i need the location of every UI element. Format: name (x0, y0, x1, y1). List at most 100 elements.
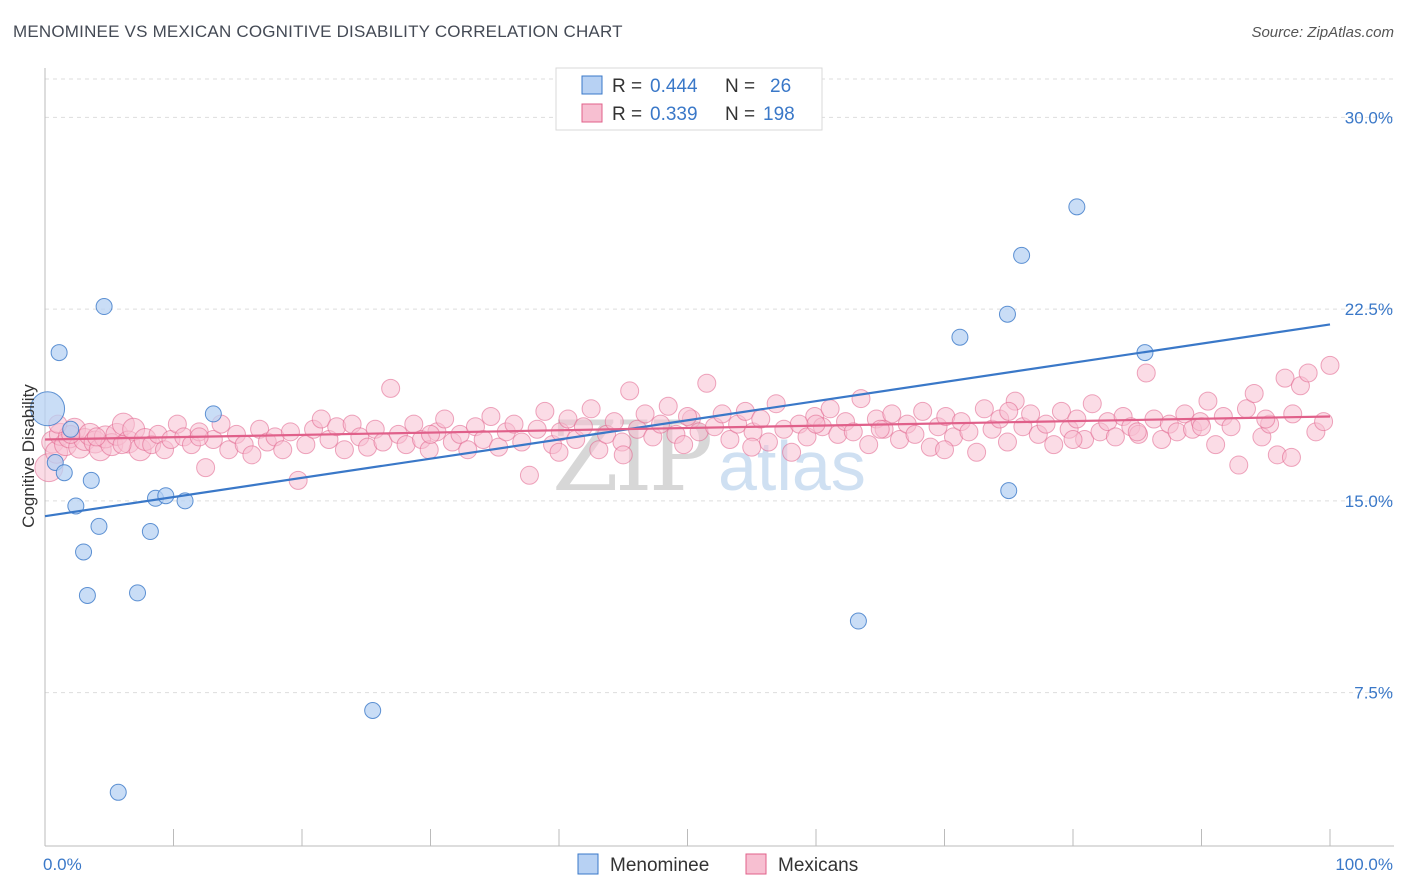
legend-n-value-1: 26 (770, 76, 791, 97)
mexicans-point (604, 412, 624, 432)
mexicans-point (421, 424, 440, 444)
mexicans-point (1036, 414, 1056, 434)
legend-n-label-2: N = (725, 104, 755, 125)
mexicans-point (1283, 404, 1303, 424)
x-tick-label: 0.0% (43, 855, 82, 874)
mexicans-point (1256, 409, 1276, 429)
mexicans-point (999, 401, 1019, 421)
y-tick-label: 30.0% (1345, 108, 1393, 127)
chart-title: MENOMINEE VS MEXICAN COGNITIVE DISABILIT… (13, 22, 623, 41)
bottom-legend-menominee: Menominee (610, 855, 709, 876)
mexicans-point (450, 424, 470, 444)
mexicans-point (1063, 429, 1083, 449)
menominee-point (78, 586, 96, 604)
mexicans-point (1136, 363, 1156, 383)
mexicans-point (1244, 383, 1264, 403)
legend-r-label-1: R = (612, 76, 642, 97)
menominee-point (109, 783, 127, 801)
menominee-point (75, 543, 93, 561)
mexicans-point (997, 432, 1017, 452)
menominee-point (95, 298, 113, 316)
menominee-point (157, 487, 175, 505)
mexicans-point (720, 429, 740, 449)
mexicans-point (1298, 363, 1318, 383)
mexicans-point (1281, 447, 1301, 467)
legend-pink-swatch (581, 103, 603, 123)
mexicans-point (859, 435, 879, 455)
mexicans-point (959, 422, 979, 442)
mexicans-point (458, 440, 478, 460)
mexicans-point (613, 445, 633, 465)
menominee-point (50, 344, 68, 362)
tick-labels: 7.5% 15.0% 22.5% 30.0% 0.0% 100.0% (43, 108, 1393, 874)
mexicans-point (905, 424, 925, 444)
mexicans-point (311, 409, 331, 429)
menominee-point (55, 464, 73, 482)
mexicans-point (870, 419, 890, 439)
menominee-point (998, 305, 1016, 323)
mexicans-point (974, 399, 994, 419)
mexicans-point (481, 406, 501, 426)
mexicans-point (967, 442, 987, 462)
bottom-legend-blue-swatch (577, 853, 599, 875)
trend-lines (44, 323, 1331, 518)
mexicans-point (766, 394, 786, 414)
legend-r-value-2: 0.339 (650, 104, 698, 125)
mexicans-point (678, 406, 697, 426)
mexicans-point (589, 440, 609, 460)
mexicans-point (1021, 404, 1041, 424)
mexicans-point (935, 440, 954, 460)
menominee-point (141, 523, 159, 541)
mexicans-point (1229, 455, 1249, 475)
mexicans-point (806, 414, 826, 434)
mexicans-point (549, 442, 569, 462)
mexicans-point (112, 435, 132, 455)
mexicans-point (1044, 435, 1064, 455)
menominee-point (204, 405, 222, 423)
y-tick-label: 15.0% (1345, 492, 1393, 511)
mexicans-point (512, 432, 532, 452)
legend-r-label-2: R = (612, 104, 642, 125)
mexicans-point (86, 427, 106, 447)
mexicans-point (504, 414, 524, 434)
mexicans-point (1105, 427, 1125, 447)
mexicans-point (843, 422, 863, 442)
legend-n-value-2: 198 (763, 104, 795, 125)
menominee-point (951, 328, 969, 346)
menominee-point (82, 471, 100, 489)
bottom-legend-mexicans: Mexicans (778, 855, 858, 876)
bottom-legend-pink-swatch (745, 853, 767, 875)
mexicans-point (334, 440, 354, 460)
mexicans-point (1082, 394, 1102, 414)
mexicans-point (558, 409, 578, 429)
mexicans-point (697, 373, 717, 393)
mexicans-point (581, 399, 601, 419)
mexicans-point (381, 378, 401, 398)
mexicans-point (242, 445, 262, 465)
mexicans-point (658, 396, 678, 416)
mexicans-point (1067, 409, 1087, 429)
legend-n-label-1: N = (725, 76, 755, 97)
menominee-point (90, 517, 108, 535)
mexicans-point (758, 432, 778, 452)
x-tick-label: 100.0% (1335, 855, 1393, 874)
mexicans-point (820, 399, 840, 419)
grid-layer (45, 78, 1394, 694)
mexicans-point (751, 409, 771, 429)
mexicans-point (435, 409, 455, 429)
mexicans-trend-line (44, 415, 1331, 441)
menominee-point (1013, 246, 1031, 264)
mexicans-point (782, 442, 802, 462)
menominee-trend-line (44, 323, 1331, 518)
series-legend: Menominee Mexicans (577, 853, 858, 876)
mexicans-point (882, 404, 902, 424)
mexicans-point (1127, 422, 1147, 442)
menominee-point (364, 701, 382, 719)
mexicans-point (851, 389, 871, 409)
y-tick-label: 22.5% (1345, 300, 1393, 319)
menominee-point (1000, 482, 1018, 500)
legend-blue-swatch (581, 75, 603, 95)
menominee-point (1068, 198, 1086, 216)
mexicans-point (913, 401, 933, 421)
